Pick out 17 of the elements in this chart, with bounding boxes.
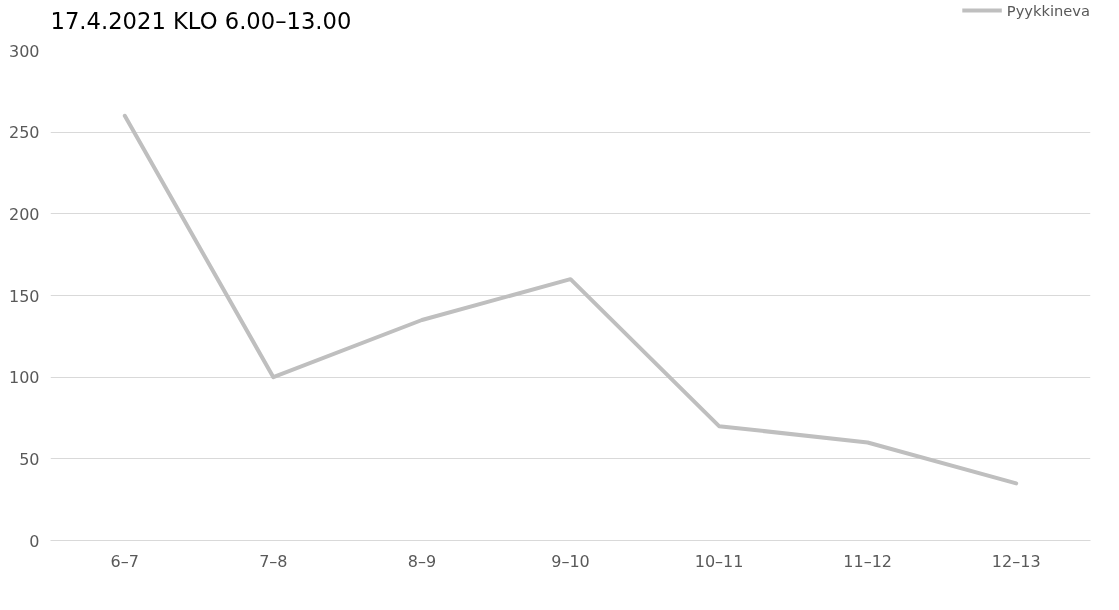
- x-tick-label: 7–8: [259, 551, 288, 571]
- y-tick-label: 0: [29, 531, 40, 551]
- x-tick-label: 10–11: [694, 551, 744, 571]
- x-tick-label: 11–12: [843, 551, 892, 571]
- y-tick-label: 150: [8, 286, 40, 306]
- y-tick-label: 100: [8, 368, 40, 388]
- chart-title: 17.4.2021 KLO 6.00–13.00: [50, 7, 352, 34]
- x-tick-label: 6–7: [110, 551, 139, 571]
- y-tick-label: 250: [8, 123, 40, 143]
- line-series: [122, 113, 1019, 486]
- x-tick-label: 12–13: [991, 551, 1041, 571]
- x-tick-label: 8–9: [407, 551, 437, 571]
- y-tick-label: 300: [8, 41, 40, 61]
- y-tick-label: 50: [19, 449, 40, 469]
- y-tick-label: 200: [8, 204, 40, 224]
- x-tick-label: 9–10: [551, 551, 590, 571]
- legend-label: Pyykkineva: [1006, 1, 1090, 19]
